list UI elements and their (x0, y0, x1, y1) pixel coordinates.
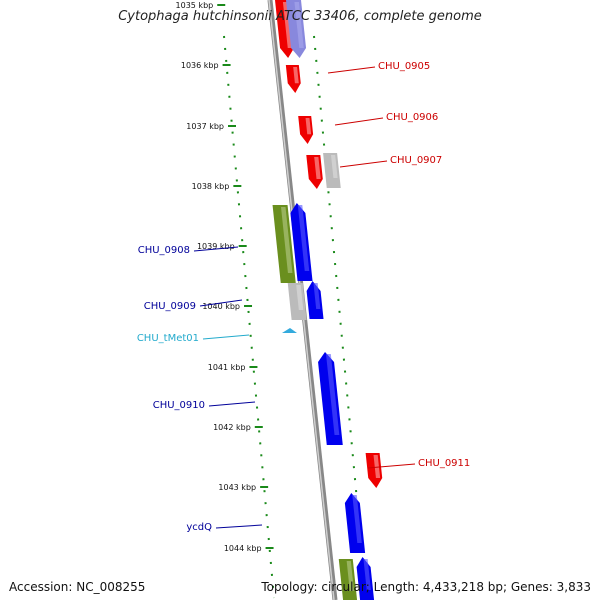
kbp-tick-label: 1044 kbp (224, 544, 262, 553)
kbp-tick-label: 1041 kbp (208, 363, 246, 372)
gene-arrow (290, 203, 313, 281)
gene-arrow (323, 153, 341, 188)
gene-label: CHU_0907 (390, 155, 442, 166)
gene-arrow (285, 65, 301, 93)
gene-arrow (365, 453, 383, 488)
gene-label-leader (327, 66, 376, 74)
kbp-tick-label: 1038 kbp (192, 182, 230, 191)
accession-text: Accession: NC_008255 (9, 580, 146, 594)
gene-label-leader (334, 117, 384, 126)
gene-arrow (318, 352, 343, 445)
kbp-tick-label: 1040 kbp (202, 302, 240, 311)
gene-arrow (287, 283, 307, 320)
kbp-tick-label: 1043 kbp (218, 483, 256, 492)
kbp-tick-label: 1035 kbp (176, 1, 214, 10)
gene-label: CHU_0906 (386, 112, 438, 123)
kbp-tick-label: 1039 kbp (197, 242, 235, 251)
kbp-tick-label: 1042 kbp (213, 423, 251, 432)
gene-arrow (344, 493, 366, 553)
inner-tick-ladder (223, 35, 275, 599)
gene-label-leader (367, 463, 416, 469)
gene-label: CHU_0911 (418, 458, 470, 469)
gene-arrow (356, 557, 375, 600)
gene-label: CHU_0909 (144, 301, 196, 312)
gene-arrow (306, 281, 324, 319)
kbp-tick-label: 1036 kbp (181, 61, 219, 70)
kbp-tick-label: 1037 kbp (186, 122, 224, 131)
gene-label-leader (215, 524, 263, 529)
gene-arrow (338, 559, 358, 600)
gene-arrow (272, 205, 296, 283)
gene-label-leader (208, 401, 256, 407)
topology-text: Topology: circular; Length: 4,433,218 bp… (261, 580, 591, 594)
gene-label: ycdQ (186, 522, 212, 533)
gene-label: CHU_tMet01 (137, 333, 199, 344)
gene-arrow (286, 0, 307, 58)
trna-marker (282, 328, 297, 333)
gene-arrow (306, 155, 323, 189)
gene-label: CHU_0908 (138, 245, 190, 256)
gene-label: CHU_0910 (153, 400, 205, 411)
gene-label-leader (193, 246, 239, 252)
gene-label-leader (199, 299, 243, 307)
gene-label-leader (202, 334, 250, 340)
gene-label-leader (339, 160, 388, 168)
map-title: Cytophaga hutchinsonii ATCC 33406, compl… (118, 9, 482, 24)
gene-arrow (298, 116, 314, 144)
gene-label: CHU_0905 (378, 61, 430, 72)
